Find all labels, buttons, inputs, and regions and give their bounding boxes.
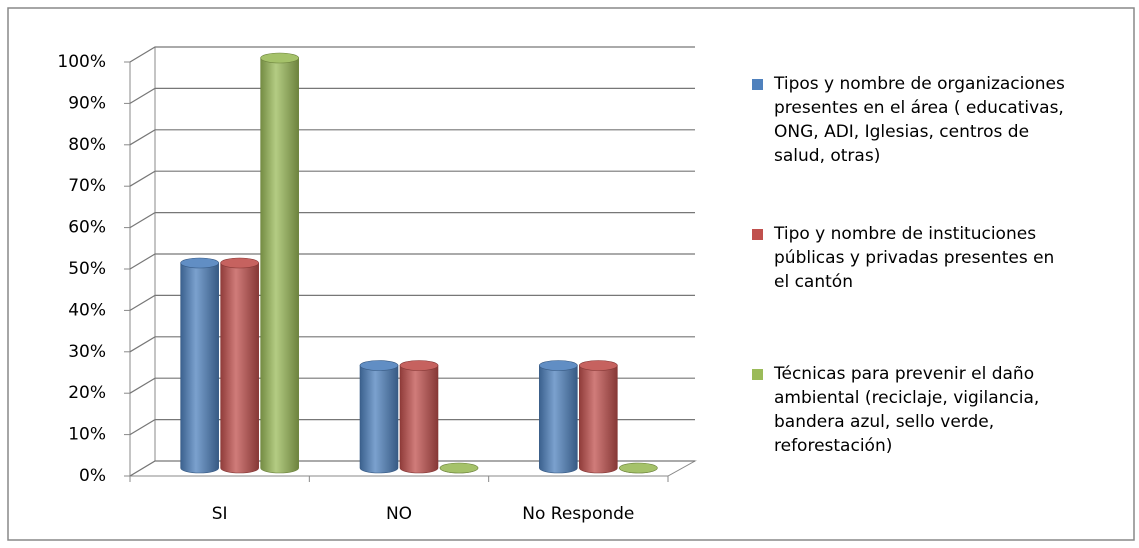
grid-line: [129, 212, 695, 229]
y-tick-label: 20%: [68, 383, 106, 403]
grid-line: [129, 419, 695, 436]
y-tick-label: 10%: [68, 425, 106, 445]
legend-swatch: [752, 229, 763, 240]
legend-entry: Técnicas para prevenir el daño ambiental…: [752, 362, 1074, 458]
bar-cap: [619, 462, 658, 474]
y-tick-label: 30%: [68, 342, 106, 362]
grid-line: [129, 129, 695, 146]
legend-swatch: [752, 79, 763, 90]
grid-line: [129, 336, 695, 353]
legend-label: Técnicas para prevenir el daño ambiental…: [774, 364, 1040, 456]
bar-cap: [359, 360, 399, 371]
y-tick-label: 70%: [68, 176, 106, 196]
bar-cap: [180, 257, 219, 269]
bar: [260, 57, 299, 474]
bar-cap: [539, 360, 578, 371]
legend-label: Tipo y nombre de instituciones públicas …: [774, 224, 1055, 292]
bar: [579, 365, 618, 474]
x-tick-label: SI: [212, 504, 228, 524]
y-tick-label: 40%: [68, 300, 106, 320]
y-tick-label: 80%: [68, 135, 106, 155]
bar: [359, 365, 399, 474]
bar-cap: [439, 462, 479, 474]
bar: [220, 262, 259, 474]
bar-cap: [579, 360, 618, 371]
bar: [399, 365, 439, 474]
grid-line: [129, 87, 695, 104]
bar-cap: [220, 257, 259, 269]
legend-entry: Tipo y nombre de instituciones públicas …: [752, 222, 1074, 294]
y-tick-label: 60%: [68, 218, 106, 238]
bar: [180, 262, 219, 474]
grid-line: [129, 294, 695, 311]
y-tick-label: 50%: [68, 259, 106, 279]
grid-line: [129, 377, 695, 394]
bar: [539, 365, 578, 474]
grid-line: [129, 253, 695, 270]
y-tick-label: 100%: [57, 52, 106, 72]
bar-cap: [399, 360, 439, 371]
grid-line: [129, 46, 695, 63]
x-tick-label: No Responde: [522, 504, 634, 524]
grid-line: [129, 460, 695, 477]
legend-entry: Tipos y nombre de organizaciones present…: [752, 72, 1074, 168]
grid-line: [129, 170, 695, 187]
y-tick-label: 0%: [79, 466, 106, 486]
y-tick-label: 90%: [68, 93, 106, 113]
legend-swatch: [752, 369, 763, 380]
bar-cap: [260, 52, 299, 64]
legend-label: Tipos y nombre de organizaciones present…: [774, 74, 1065, 166]
x-tick-label: NO: [386, 504, 412, 524]
